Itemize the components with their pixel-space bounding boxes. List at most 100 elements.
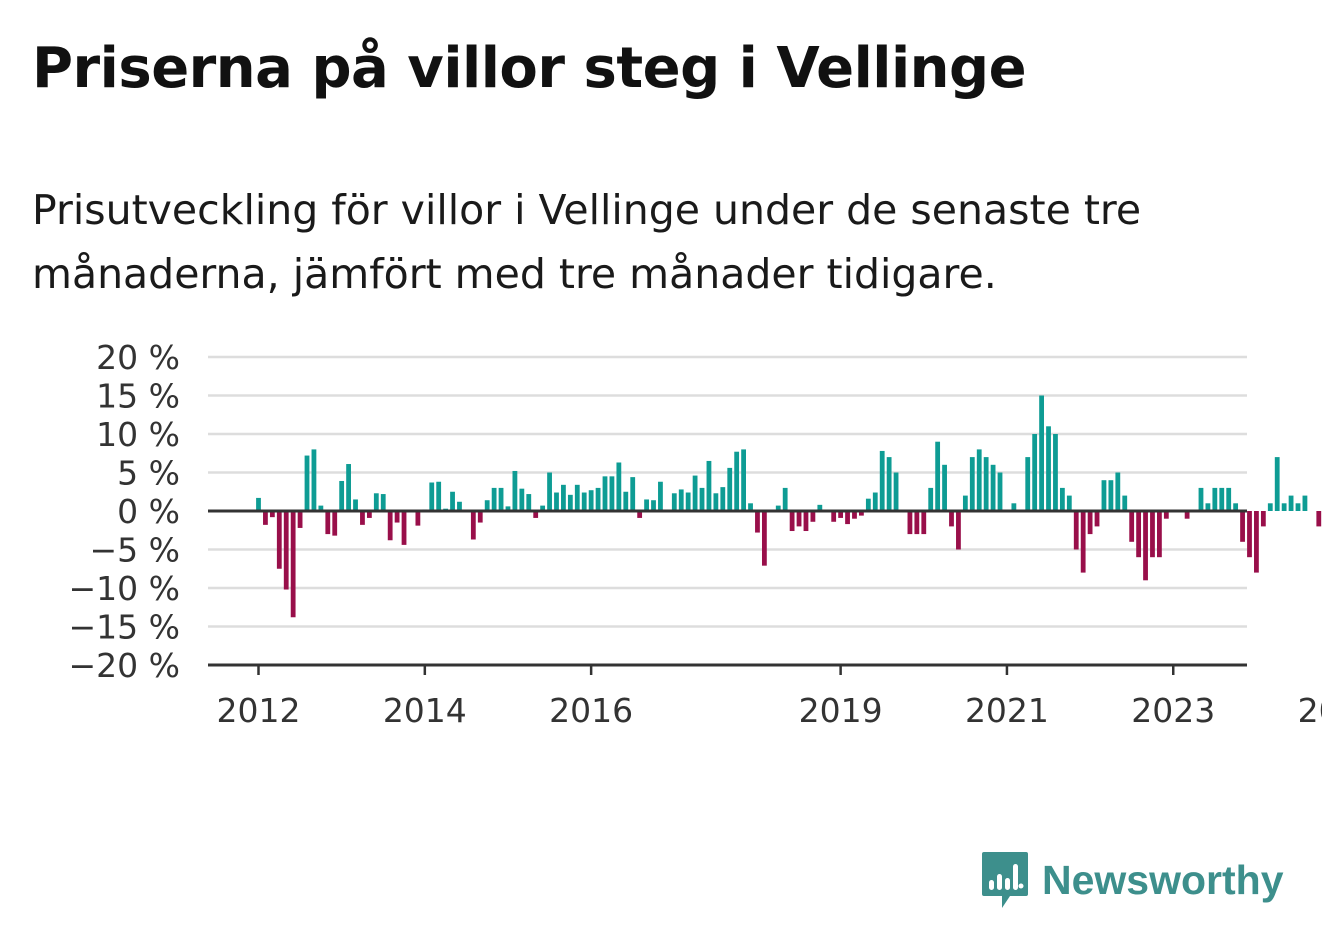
x-tick-label: 2025 (1298, 691, 1322, 730)
chart-subtitle: Prisutveckling för villor i Vellinge und… (32, 186, 1142, 298)
bar (623, 491, 629, 511)
bar (346, 464, 351, 511)
bar (942, 464, 947, 511)
y-tick-label: 5 % (117, 454, 180, 493)
bar (470, 511, 476, 540)
bar (755, 511, 760, 533)
bar (1219, 487, 1225, 511)
bar (290, 511, 296, 618)
bar (983, 457, 989, 511)
bar (269, 511, 275, 518)
x-tick-label: 2012 (217, 691, 301, 730)
y-tick-label: −10 % (69, 569, 181, 608)
bar (658, 481, 663, 511)
bar (893, 472, 899, 511)
bar (761, 511, 767, 566)
bar (429, 482, 435, 511)
bar (831, 511, 837, 522)
bar (540, 505, 546, 511)
bar (1302, 495, 1308, 511)
brand-name: Newsworthy (1042, 856, 1284, 903)
bar (1136, 511, 1142, 558)
bar (914, 511, 920, 535)
bar (366, 511, 372, 518)
bar (1108, 480, 1114, 511)
bar (304, 455, 310, 511)
bar (380, 494, 386, 511)
bar (588, 490, 594, 511)
bar (1157, 511, 1162, 558)
bar (775, 505, 781, 511)
bar (339, 480, 345, 511)
y-tick-label: 20 % (96, 338, 180, 377)
bar (1274, 457, 1280, 511)
bar (457, 501, 462, 511)
bar (477, 511, 483, 523)
bar (547, 472, 552, 511)
bar (685, 492, 691, 511)
x-axis-ticks: 2012 2014 2016 2019 2021 2023 2025 (217, 665, 1322, 730)
bar (879, 450, 885, 511)
bar (498, 487, 504, 511)
bar (561, 484, 566, 511)
bar (415, 511, 421, 526)
bar (1260, 511, 1266, 527)
newsworthy-logo: Newsworthy (980, 850, 1284, 910)
bar (928, 487, 934, 511)
x-tick-label: 2016 (549, 691, 633, 730)
bar (1212, 487, 1218, 511)
bar (1247, 511, 1252, 558)
bar (332, 511, 338, 536)
bar (1198, 487, 1204, 511)
bar (297, 511, 303, 528)
bar (276, 511, 282, 569)
bar (997, 472, 1003, 511)
bar (748, 503, 753, 511)
bar (872, 492, 878, 511)
bar (865, 498, 871, 511)
bar (810, 511, 816, 522)
bar (1032, 434, 1038, 511)
bar (949, 511, 954, 527)
bar (789, 511, 795, 532)
bar (1066, 495, 1072, 511)
bar (907, 511, 913, 535)
bar (734, 451, 740, 511)
bar (651, 500, 656, 511)
bar (782, 487, 788, 511)
bar (491, 487, 497, 511)
bar (1011, 503, 1017, 511)
bar (1254, 511, 1259, 573)
bar (1094, 511, 1100, 527)
bar (1143, 511, 1148, 581)
bar (838, 511, 844, 518)
x-tick-label: 2014 (383, 691, 467, 730)
bar (1240, 511, 1245, 542)
bar (311, 449, 317, 511)
bar (713, 493, 719, 511)
bar (567, 494, 573, 511)
bar (484, 500, 490, 511)
y-tick-label: 10 % (96, 415, 180, 454)
bar (1267, 503, 1273, 511)
x-tick-label: 2023 (1131, 691, 1215, 730)
bar (1087, 511, 1093, 535)
bar (1184, 511, 1190, 519)
bar (803, 511, 809, 532)
bar (630, 477, 636, 511)
bar (1163, 511, 1169, 519)
bar (956, 511, 961, 550)
bar (1046, 426, 1051, 511)
bar (318, 505, 324, 511)
bar-chart: 20 %15 %10 %5 %0 %−5 %−10 %−15 %−20 % 20… (69, 338, 1322, 730)
bar (360, 511, 365, 525)
bar (727, 467, 733, 511)
bar (1205, 503, 1211, 511)
bar (512, 470, 518, 511)
bar (1295, 503, 1301, 511)
bar (1025, 457, 1031, 511)
bar (533, 511, 539, 518)
axes (208, 509, 1247, 667)
bar (637, 511, 643, 518)
bar (845, 511, 850, 525)
